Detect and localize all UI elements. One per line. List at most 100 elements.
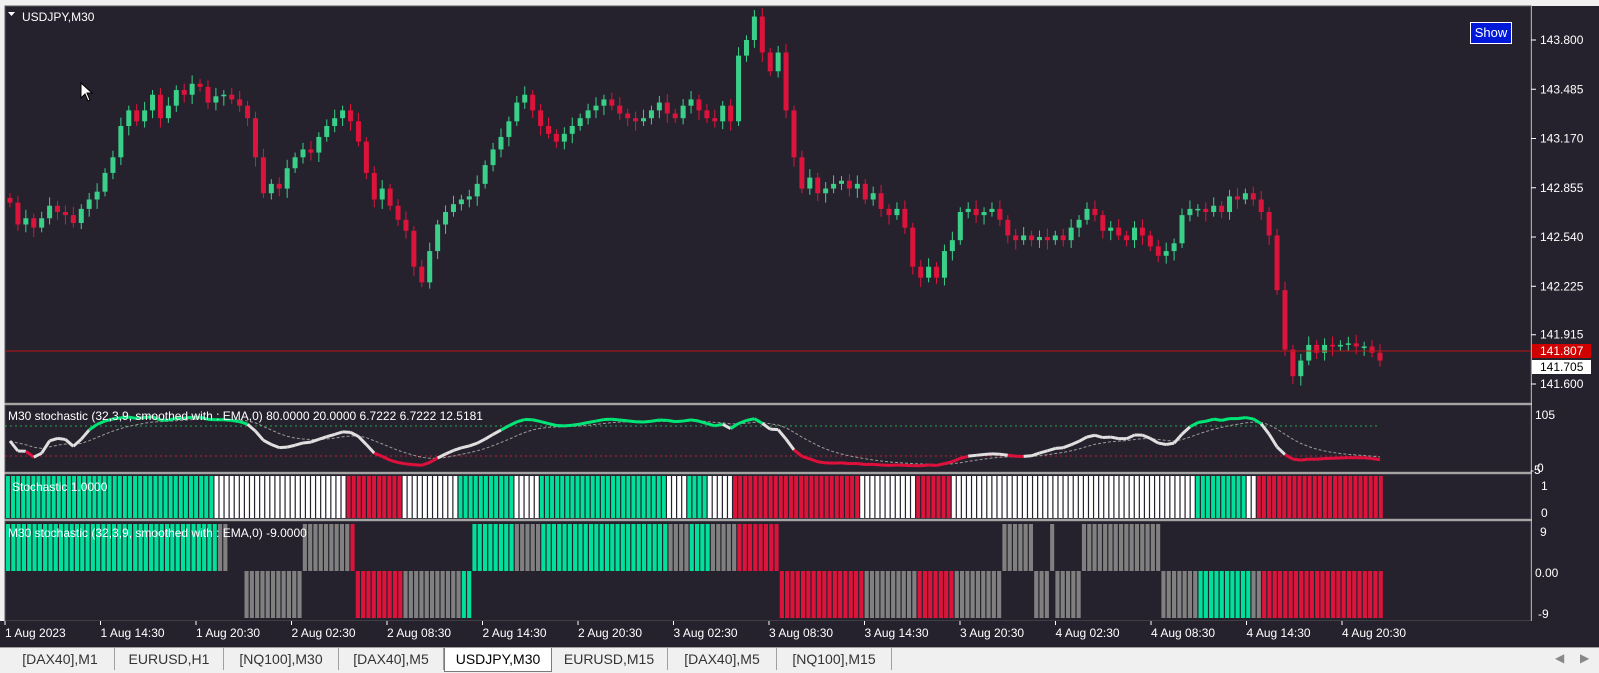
tab-scroll-right-icon[interactable]: ▶ bbox=[1580, 651, 1589, 665]
stoch-trend-bar bbox=[1303, 476, 1307, 518]
stoch-main-segment bbox=[984, 454, 992, 455]
stoch-trend-bar bbox=[1038, 476, 1042, 518]
stoch-level-bar bbox=[907, 571, 911, 618]
candle-body bbox=[744, 40, 749, 56]
stoch-trend-bar bbox=[367, 476, 371, 518]
stoch-level-bar bbox=[1236, 571, 1240, 618]
stoch-level-bar bbox=[1066, 571, 1070, 618]
candle-body bbox=[625, 113, 630, 118]
time-tick-label: 3 Aug 02:30 bbox=[674, 626, 738, 640]
stoch-level-bar bbox=[934, 571, 938, 618]
stoch-trend-bar bbox=[153, 476, 157, 518]
stoch-level-bar bbox=[1241, 571, 1245, 618]
stoch-trend-bar bbox=[1135, 476, 1139, 518]
tab-eurusd-m15[interactable]: EURUSD,M15 bbox=[551, 648, 668, 670]
stoch-level-bar bbox=[785, 571, 789, 618]
stoch-trend-bar bbox=[1237, 476, 1241, 518]
candle-body bbox=[110, 157, 115, 173]
candle-body bbox=[467, 196, 472, 199]
candle-body bbox=[958, 212, 963, 240]
candle-body bbox=[229, 95, 234, 100]
stoch-level-bar bbox=[1358, 571, 1362, 618]
stoch-trend-bar bbox=[520, 476, 524, 518]
stoch-trend-bar bbox=[469, 476, 473, 518]
candle-body bbox=[1005, 220, 1010, 236]
stoch-level-bar bbox=[1034, 571, 1038, 618]
stoch-trend-bar bbox=[1333, 476, 1337, 518]
candle-body bbox=[1227, 196, 1232, 212]
tab-nq100-m30[interactable]: [NQ100],M30 bbox=[224, 648, 339, 670]
stoch-level-bar bbox=[875, 571, 879, 618]
stoch-level-bar bbox=[1040, 571, 1044, 618]
tab-dax40-m5[interactable]: [DAX40],M5 bbox=[339, 648, 444, 670]
stoch-trend-bar bbox=[1353, 476, 1357, 518]
stoch-trend-bar bbox=[855, 476, 859, 518]
stoch-trend-bar bbox=[1247, 476, 1251, 518]
stoch-trend-bar bbox=[428, 476, 432, 518]
stoch-level-bar bbox=[287, 571, 291, 618]
candle-body bbox=[1219, 206, 1224, 212]
tab-usdjpy-m30[interactable]: USDJPY,M30 bbox=[444, 648, 552, 672]
candle-body bbox=[1195, 209, 1200, 211]
stoch-trend-bar bbox=[1094, 476, 1098, 518]
stoch-level-bar bbox=[796, 571, 800, 618]
stoch-level-bar bbox=[732, 524, 736, 571]
stoch-trend-bar bbox=[952, 476, 956, 518]
candle-body bbox=[1354, 343, 1359, 346]
stoch-trend-bar bbox=[748, 476, 752, 518]
candle-body bbox=[1378, 353, 1383, 361]
stoch-trend-bar bbox=[825, 476, 829, 518]
tab-eurusd-h1[interactable]: EURUSD,H1 bbox=[115, 648, 224, 670]
stoch-trend-bar bbox=[1369, 476, 1373, 518]
stoch-trend-bar bbox=[606, 476, 610, 518]
candle-body bbox=[594, 106, 599, 111]
candle-body bbox=[1290, 350, 1295, 377]
stoch-level-bar bbox=[600, 524, 604, 571]
candle-body bbox=[894, 209, 899, 215]
stoch-trend-pane[interactable] bbox=[5, 474, 1531, 519]
show-button[interactable]: Show bbox=[1470, 22, 1512, 44]
stoch-level-bar bbox=[282, 571, 286, 618]
stoch-level-bar bbox=[865, 571, 869, 618]
candle-body bbox=[1187, 209, 1192, 215]
stoch-trend-bar bbox=[1343, 476, 1347, 518]
stoch-trend-bar bbox=[698, 476, 702, 518]
stoch-level-bar bbox=[1214, 571, 1218, 618]
stoch-level-bar bbox=[563, 524, 567, 571]
stoch-level-bar bbox=[918, 571, 922, 618]
tab-dax40-m1[interactable]: [DAX40],M1 bbox=[6, 648, 115, 670]
candle-body bbox=[807, 178, 812, 189]
stoch-level-bar bbox=[324, 524, 328, 571]
stoch-trend-bar bbox=[250, 476, 254, 518]
stoch-trend-bar bbox=[662, 476, 666, 518]
stoch-trend-bar bbox=[769, 476, 773, 518]
stoch-level-bar bbox=[494, 524, 498, 571]
candle-body bbox=[475, 184, 480, 197]
stoch-main-segment bbox=[596, 420, 604, 422]
candle-body bbox=[39, 218, 44, 227]
candle-body bbox=[776, 53, 781, 72]
price-tick-label: 142.225 bbox=[1540, 279, 1584, 293]
stoch-level-bar bbox=[626, 524, 630, 571]
stoch-trend-bar bbox=[362, 476, 366, 518]
stoch-level-bar bbox=[409, 571, 413, 618]
candle-body bbox=[855, 184, 860, 189]
candle-body bbox=[459, 199, 464, 204]
symbol-header[interactable]: USDJPY,M30 bbox=[8, 10, 95, 24]
candle-body bbox=[1116, 228, 1121, 236]
tab-scroll-left-icon[interactable]: ◀ bbox=[1555, 651, 1564, 665]
candle-body bbox=[879, 193, 884, 209]
stoch-trend-bar bbox=[1074, 476, 1078, 518]
stoch-trend-bar bbox=[474, 476, 478, 518]
stoch-level-bar bbox=[584, 524, 588, 571]
candle-body bbox=[1362, 346, 1367, 348]
price-tick-label: 141.915 bbox=[1540, 328, 1584, 342]
stoch-level-bar bbox=[1278, 571, 1282, 618]
stoch-level-bar bbox=[1220, 571, 1224, 618]
stoch-level-bar bbox=[1352, 571, 1356, 618]
stoch-main-segment bbox=[976, 455, 984, 456]
tab-nq100-m15[interactable]: [NQ100],M15 bbox=[777, 648, 892, 670]
stoch-trend-bar bbox=[642, 476, 646, 518]
tab-dax40-m5-2[interactable]: [DAX40],M5 bbox=[668, 648, 777, 670]
